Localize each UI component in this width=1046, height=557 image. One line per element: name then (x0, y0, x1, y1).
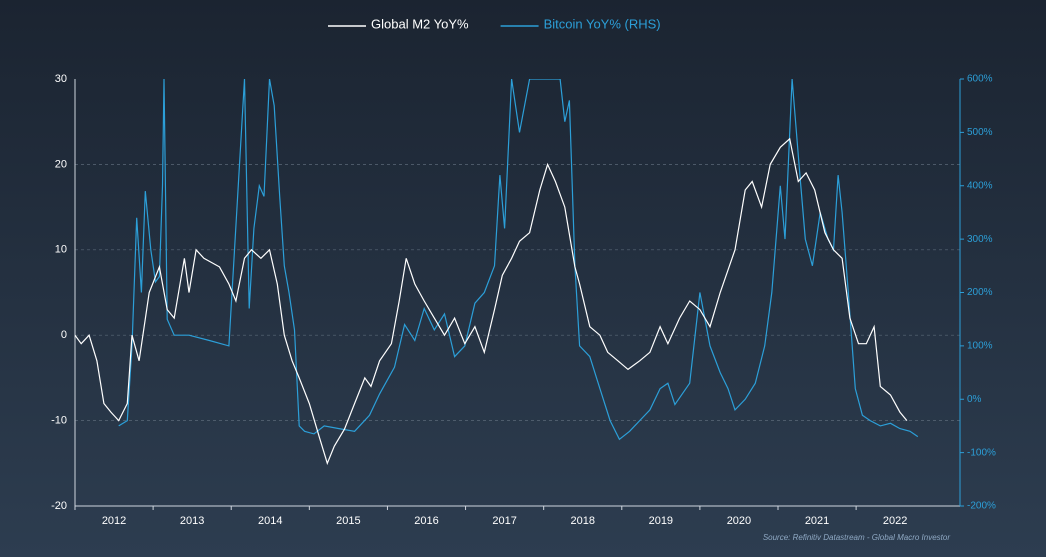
series-line (75, 137, 908, 466)
x-tick-label: 2016 (414, 515, 438, 527)
y2-tick-label: 300% (967, 234, 993, 245)
y-tick-label: -20 (51, 500, 67, 512)
x-tick-label: 2020 (727, 515, 751, 527)
source: Source: Refinitiv Datastream - Global Ma… (763, 533, 951, 542)
x-tick-label: 2014 (258, 515, 282, 527)
legend-label: Global M2 YoY% (371, 16, 469, 31)
y2-tick-label: 100% (967, 341, 993, 352)
legend-label: Bitcoin YoY% (RHS) (544, 16, 661, 31)
x-tick-label: 2013 (180, 515, 204, 527)
y-tick-label: 10 (55, 244, 67, 256)
y-tick-label: 20 (55, 158, 67, 170)
x-tick-label: 2018 (570, 515, 594, 527)
y2-tick-label: 200% (967, 287, 993, 298)
x-tick-label: 2017 (492, 515, 516, 527)
x-tick-label: 2012 (102, 515, 126, 527)
x-tick-label: 2022 (883, 515, 907, 527)
plot-area (75, 79, 919, 466)
y2-tick-label: 500% (967, 127, 993, 138)
y2-tick-label: 400% (967, 180, 993, 191)
y2-tick-label: 0% (967, 394, 982, 405)
series-line (118, 79, 919, 441)
y-tick-label: -10 (51, 415, 67, 427)
y2-tick-label: -100% (967, 447, 996, 458)
y-tick-label: 0 (61, 329, 67, 341)
y2-tick-label: -200% (967, 501, 996, 512)
x-tick-label: 2019 (649, 515, 673, 527)
x-tick-label: 2015 (336, 515, 360, 527)
y2-tick-label: 600% (967, 74, 993, 85)
x-tick-label: 2021 (805, 515, 829, 527)
y-tick-label: 30 (55, 73, 67, 85)
